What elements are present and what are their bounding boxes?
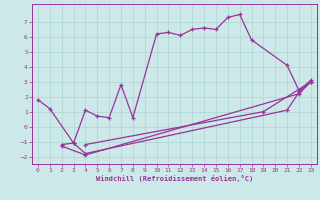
X-axis label: Windchill (Refroidissement éolien,°C): Windchill (Refroidissement éolien,°C) [96,175,253,182]
